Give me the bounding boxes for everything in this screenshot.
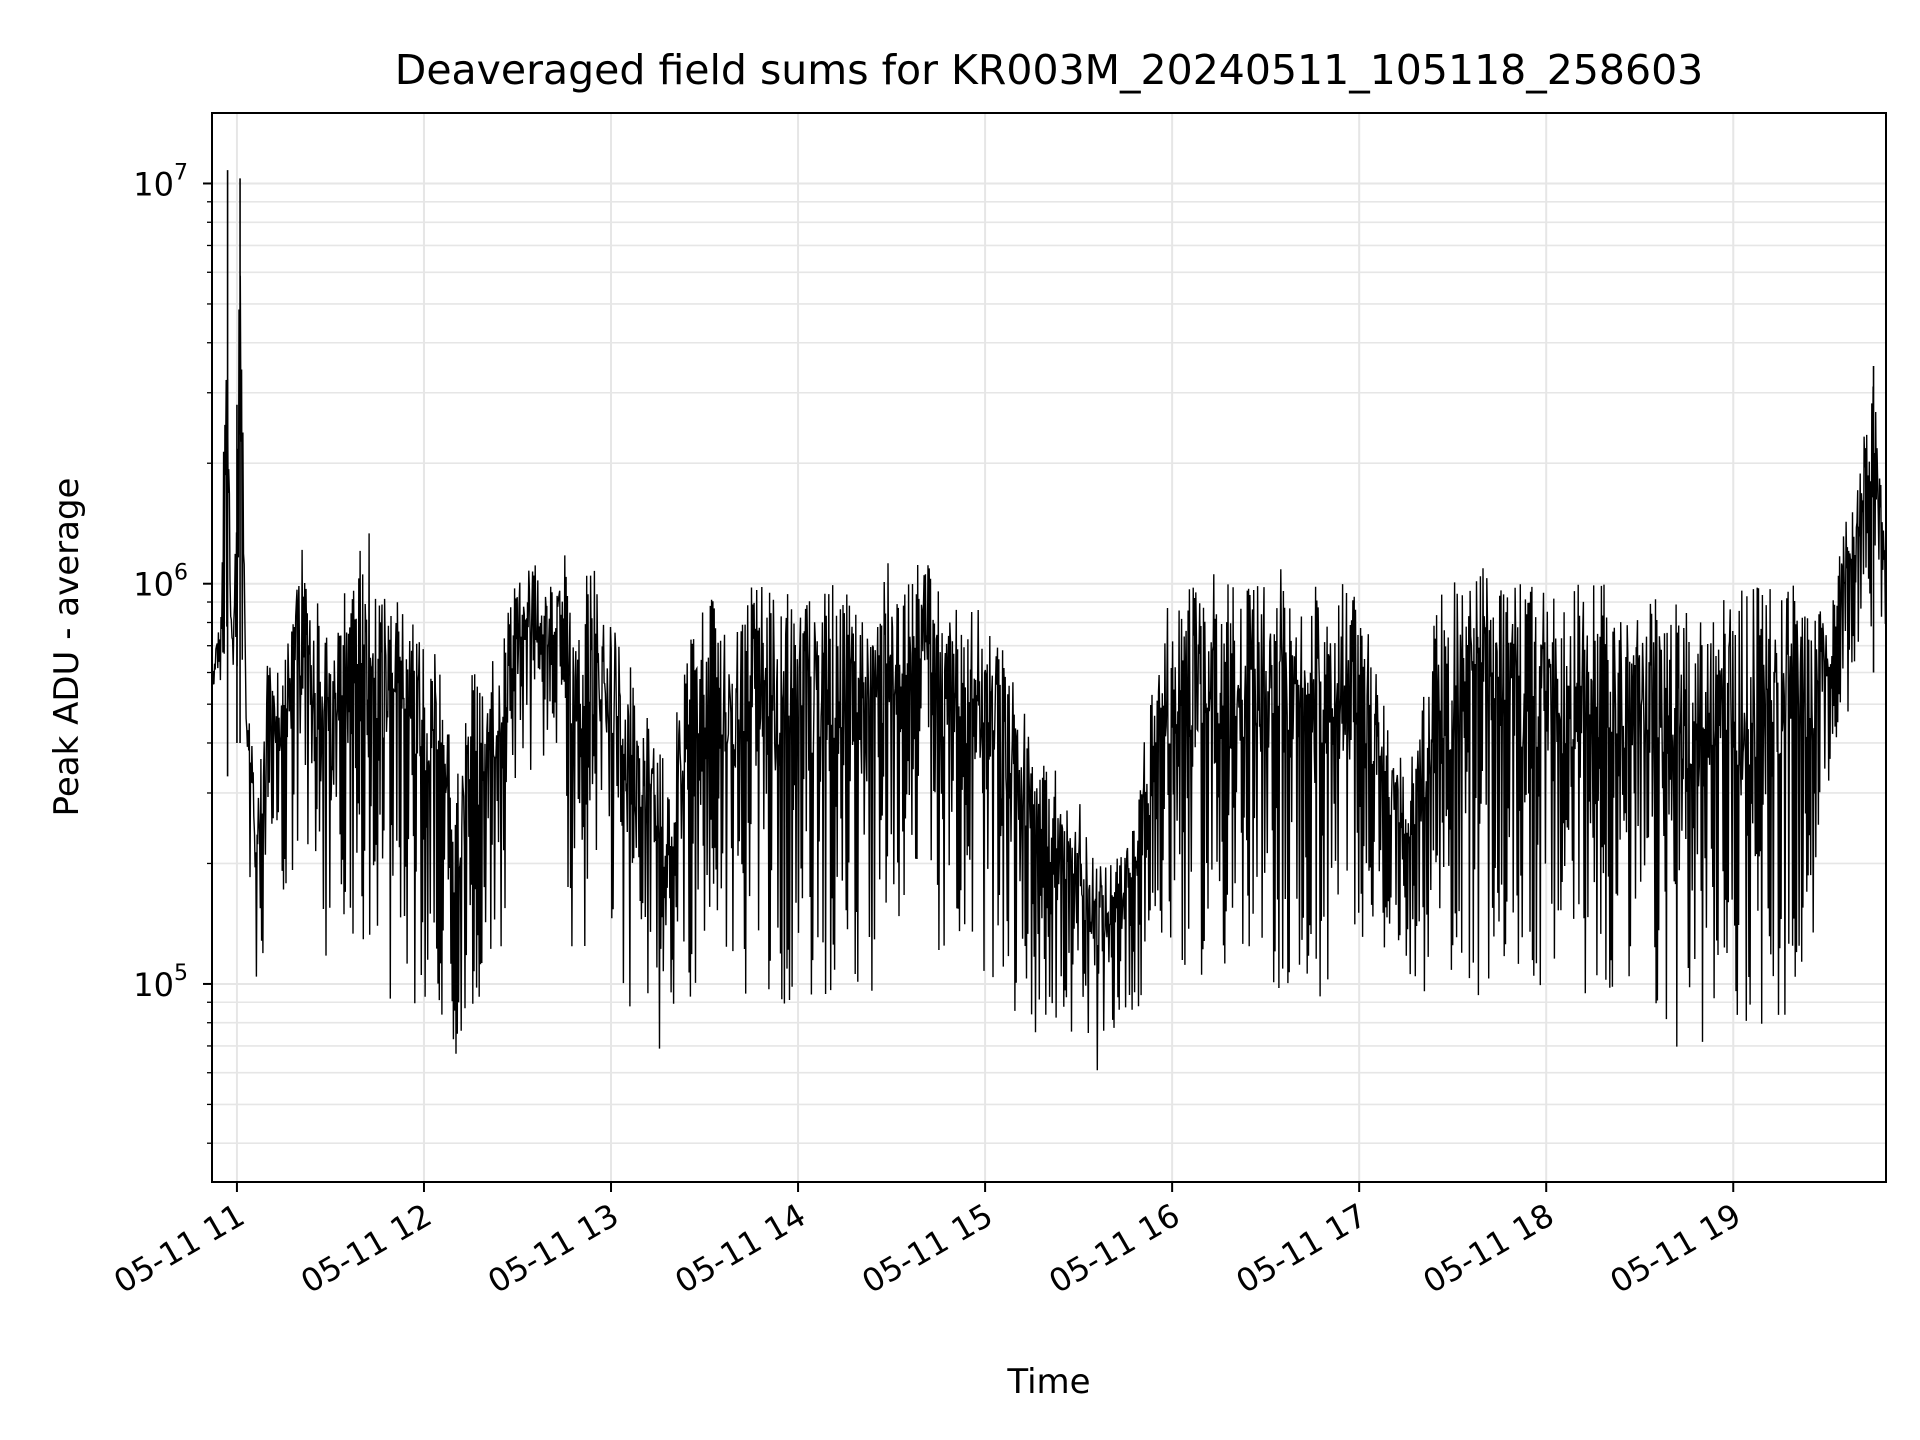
y-tick-base: 10 bbox=[133, 566, 174, 604]
chart-title: Deaveraged field sums for KR003M_2024051… bbox=[395, 46, 1704, 94]
plot-frame bbox=[211, 112, 1887, 1183]
series-line bbox=[211, 275, 1887, 1071]
data-series bbox=[211, 170, 1887, 1071]
y-tick-exponent: 5 bbox=[174, 961, 188, 986]
y-tick-base: 10 bbox=[133, 966, 174, 1004]
y-tick-exponent: 6 bbox=[174, 561, 188, 586]
y-tick-label: 106 bbox=[133, 561, 188, 604]
y-axis-label: Peak ADU - average bbox=[47, 478, 87, 817]
y-tick-label: 107 bbox=[133, 160, 188, 203]
y-tick-exponent: 7 bbox=[174, 160, 188, 185]
y-tick-base: 10 bbox=[133, 165, 174, 203]
x-axis-label: Time bbox=[1006, 1362, 1090, 1402]
y-tick-label: 105 bbox=[133, 961, 188, 1004]
